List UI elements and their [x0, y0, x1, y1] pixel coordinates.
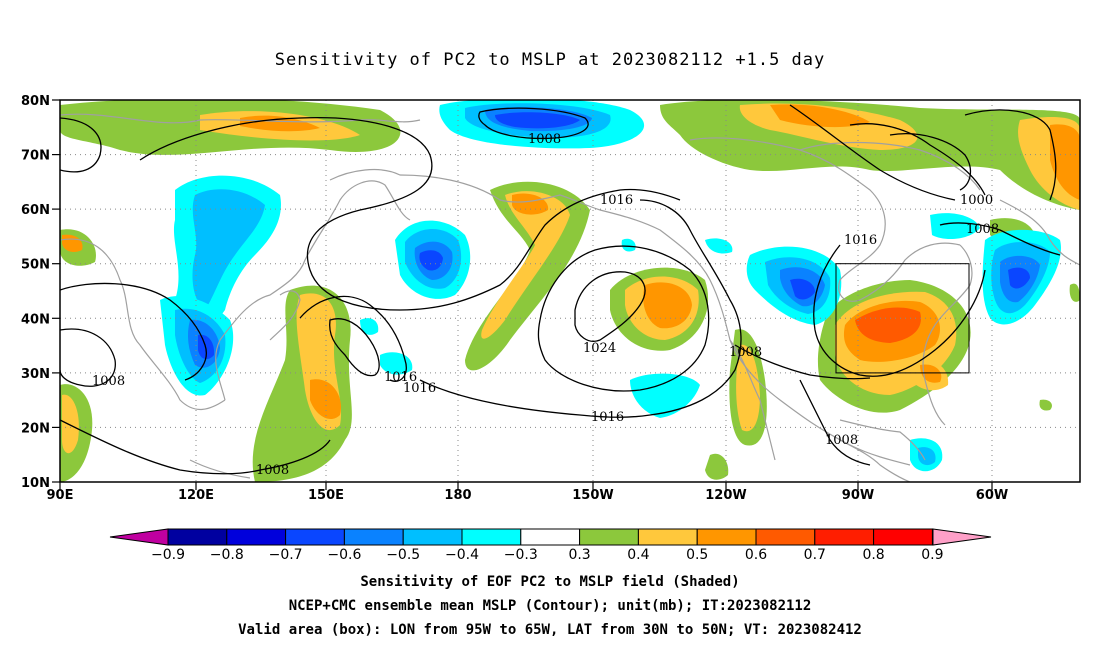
map-frame [59, 99, 1081, 483]
colorbar-box [167, 528, 228, 546]
colorbar-label: 0.9 [921, 547, 943, 563]
lon-label: 180 [444, 488, 471, 503]
colorbar-boxes [167, 528, 933, 546]
colorbar-label: 0.7 [804, 547, 826, 563]
colorbar: −0.9 −0.8 −0.7 −0.6 −0.5 −0.4 −0.3 0.3 0.4 0.5 0.6… [109, 528, 992, 563]
lat-label: 60N [21, 203, 50, 218]
lat-label: 40N [21, 312, 50, 327]
colorbar-label: 0.3 [568, 547, 590, 563]
caption-line-2: NCEP+CMC ensemble mean MSLP (Contour); u… [288, 598, 812, 614]
contour-label: 1016 [844, 233, 877, 248]
colorbar-box [226, 528, 287, 546]
contour-label: 1008 [92, 374, 125, 389]
contour-label: 1008 [966, 222, 999, 237]
caption-line-1: Sensitivity of EOF PC2 to MSLP field (Sh… [360, 574, 740, 590]
lat-label: 70N [21, 149, 50, 164]
colorbar-high-triangle [932, 528, 992, 546]
positive-sensitivity [60, 100, 1080, 482]
map-title: Sensitivity of PC2 to MSLP at 2023082112… [274, 50, 826, 70]
colorbar-box [814, 528, 875, 546]
colorbar-label: 0.5 [686, 547, 708, 563]
latitude-labels: 80N 70N 60N 50N 40N 30N 20N 10N [21, 94, 50, 491]
colorbar-box [755, 528, 816, 546]
colorbar-box [696, 528, 757, 546]
contour-label: 1008 [528, 132, 561, 147]
colorbar-label: −0.5 [386, 547, 420, 563]
contour-label: 1000 [960, 193, 993, 208]
contour-label: 1016 [384, 370, 417, 385]
contour-label: 1016 [591, 410, 624, 425]
valid-area-box [835, 263, 970, 374]
lon-label: 90W [842, 488, 874, 503]
contour-labels: 1008 1016 1000 1008 1016 1024 1008 1016 … [92, 132, 999, 478]
colorbar-label: 0.8 [862, 547, 884, 563]
colorbar-box [637, 528, 698, 546]
colorbar-label: −0.8 [210, 547, 244, 563]
colorbar-box [873, 528, 933, 546]
contour-label: 1024 [583, 341, 616, 356]
lat-label: 30N [21, 367, 50, 382]
lon-label: 120E [178, 488, 214, 503]
colorbar-label: −0.6 [327, 547, 361, 563]
contour-label: 1016 [403, 381, 436, 396]
longitude-labels: 90E 120E 150E 180 150W 120W 90W 60W [47, 488, 1009, 503]
lon-label: 90E [47, 488, 74, 503]
lat-label: 10N [21, 476, 50, 491]
colorbar-labels: −0.9 −0.8 −0.7 −0.6 −0.5 −0.4 −0.3 0.3 0.4 0.5 0.6… [151, 547, 944, 563]
lon-label: 60W [976, 488, 1008, 503]
contour-label: 1016 [600, 193, 633, 208]
negative-sensitivity [160, 100, 1061, 472]
lat-label: 50N [21, 258, 50, 273]
colorbar-box [343, 528, 404, 546]
lon-label: 150E [308, 488, 344, 503]
colorbar-box [285, 528, 345, 546]
contour-label: 1008 [825, 433, 858, 448]
lat-label: 80N [21, 94, 50, 109]
lon-label: 150W [572, 488, 613, 503]
colorbar-box [402, 528, 463, 546]
lon-label: 120W [705, 488, 746, 503]
colorbar-box [579, 528, 639, 546]
colorbar-label: −0.3 [504, 547, 538, 563]
colorbar-label: 0.6 [745, 547, 767, 563]
colorbar-label: −0.9 [151, 547, 185, 563]
colorbar-label: −0.4 [445, 547, 479, 563]
colorbar-box [461, 528, 522, 546]
coastlines [60, 113, 1080, 482]
contour-label: 1008 [729, 345, 762, 360]
colorbar-low-triangle [109, 528, 169, 546]
colorbar-label: 0.4 [627, 547, 649, 563]
colorbar-label: −0.7 [269, 547, 303, 563]
lat-label: 20N [21, 421, 50, 436]
tick-marks [52, 99, 993, 490]
mslp-contours [60, 104, 1061, 475]
caption-line-3: Valid area (box): LON from 95W to 65W, L… [238, 622, 862, 638]
contour-label: 1008 [256, 463, 289, 478]
shaded-field [60, 100, 1080, 482]
colorbar-box [520, 528, 581, 546]
